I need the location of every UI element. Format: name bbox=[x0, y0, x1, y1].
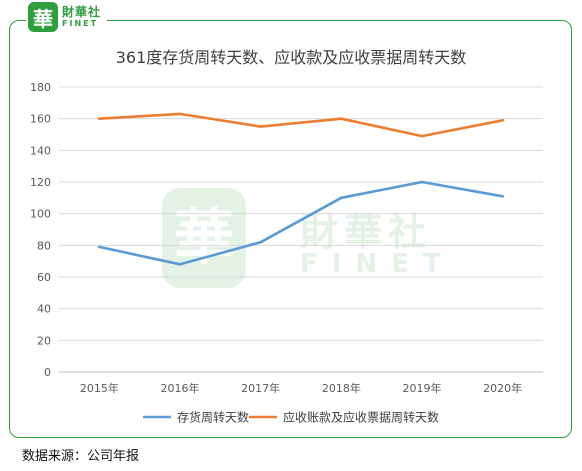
data-point bbox=[178, 112, 182, 116]
watermark: 華 財華社 FINET bbox=[162, 188, 455, 288]
data-point bbox=[420, 134, 424, 138]
y-tick-label: 140 bbox=[30, 144, 51, 157]
chart-title: 361度存货周转天数、应收款及应收票据周转天数 bbox=[116, 48, 467, 67]
y-tick-label: 100 bbox=[30, 208, 51, 221]
series-line-1 bbox=[98, 180, 505, 266]
logo-name-cn: 財華社 bbox=[62, 5, 102, 19]
gridlines bbox=[59, 86, 543, 373]
x-tick-label: 2017年 bbox=[241, 381, 280, 395]
watermark-name-cn: 財華社 bbox=[300, 210, 432, 254]
source-note: 数据来源：公司年报 bbox=[22, 449, 140, 464]
series-line-2 bbox=[98, 112, 505, 138]
data-point bbox=[340, 117, 343, 120]
y-tick-label: 0 bbox=[44, 366, 51, 379]
chart-frame bbox=[9, 20, 572, 438]
series-lines bbox=[98, 112, 505, 266]
data-point bbox=[420, 180, 424, 184]
logo-name-en: FINET bbox=[62, 19, 99, 28]
x-axis-ticks: 2015年 2016年 2017年 2018年 2019年 2020年 bbox=[80, 381, 522, 395]
y-tick-label: 120 bbox=[30, 176, 51, 189]
legend-label-1: 存货周转天数 bbox=[177, 410, 249, 425]
logo-text: 財華社 FINET bbox=[62, 6, 101, 28]
data-point bbox=[259, 125, 262, 128]
watermark-mark: 華 bbox=[174, 203, 234, 273]
logo-mark-icon: 華 bbox=[28, 2, 58, 32]
x-tick-label: 2019年 bbox=[403, 381, 442, 395]
data-point bbox=[501, 118, 504, 122]
y-tick-label: 180 bbox=[30, 81, 51, 94]
data-point bbox=[178, 263, 182, 266]
finet-logo: 華 財華社 FINET bbox=[26, 2, 108, 32]
data-point bbox=[501, 194, 504, 198]
data-point bbox=[98, 117, 101, 120]
legend-label-2: 应收账款及应收票据周转天数 bbox=[283, 410, 439, 425]
y-tick-label: 60 bbox=[37, 271, 51, 284]
watermark-name-en: FINET bbox=[300, 249, 455, 279]
x-tick-label: 2016年 bbox=[161, 381, 200, 395]
data-point bbox=[340, 196, 343, 200]
legend: 存货周转天数 应收账款及应收票据周转天数 bbox=[143, 410, 439, 425]
x-tick-label: 2018年 bbox=[322, 381, 361, 395]
data-point bbox=[259, 240, 262, 244]
data-point bbox=[98, 245, 101, 249]
y-tick-label: 80 bbox=[37, 239, 51, 252]
y-tick-label: 40 bbox=[37, 303, 51, 316]
y-tick-label: 160 bbox=[30, 113, 51, 126]
x-tick-label: 2020年 bbox=[483, 381, 522, 395]
y-tick-label: 20 bbox=[37, 334, 51, 347]
y-axis-ticks: 0 20 40 60 80 100 120 140 160 180 bbox=[30, 81, 51, 379]
x-tick-label: 2015年 bbox=[80, 381, 119, 395]
